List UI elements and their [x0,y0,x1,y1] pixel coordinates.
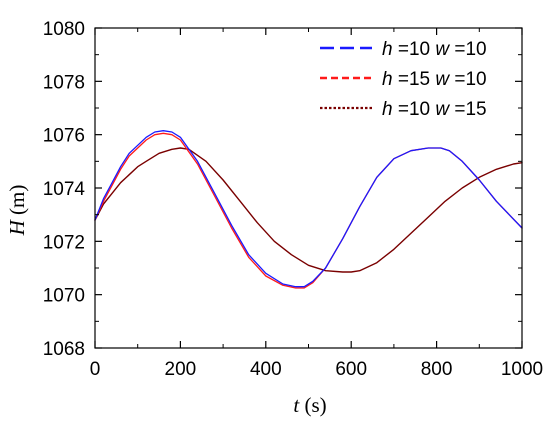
y-tick-label: 1070 [43,286,85,307]
x-tick-label: 200 [165,359,197,380]
legend-label-2: h =15 w =10 [382,69,487,90]
y-axis-unit: (m) [5,185,29,221]
legend-entry-3: h =10 w =15 [320,99,487,120]
legend: h =10 w =10 h =15 w =10 h =10 w =15 [320,39,487,120]
y-axis-label: H (m) [5,185,29,237]
x-tick-label: 0 [90,359,101,380]
y-tick-label: 1068 [43,339,85,360]
x-tick-label: 1000 [501,359,543,380]
legend-label-1: h =10 w =10 [382,39,487,60]
y-axis-var: H [5,218,29,236]
x-tick-label: 600 [335,359,367,380]
legend-entry-2: h =15 w =10 [320,69,487,90]
y-tick-label: 1072 [43,232,85,253]
series-line-3 [94,147,523,273]
y-tick-label: 1078 [43,72,85,93]
legend-label-3: h =10 w =15 [382,99,487,120]
legend-entry-1: h =10 w =10 [320,39,487,60]
x-tick-label: 400 [250,359,282,380]
x-axis-label: t (s) [293,393,326,417]
series-line-1 [94,130,523,288]
x-axis-unit: (s) [299,393,326,417]
x-axis-var: t [293,393,300,417]
y-tick-label: 1076 [43,126,85,147]
y-tick-label: 1080 [43,19,85,40]
x-tick-label: 800 [421,359,453,380]
y-tick-label: 1074 [43,179,86,200]
